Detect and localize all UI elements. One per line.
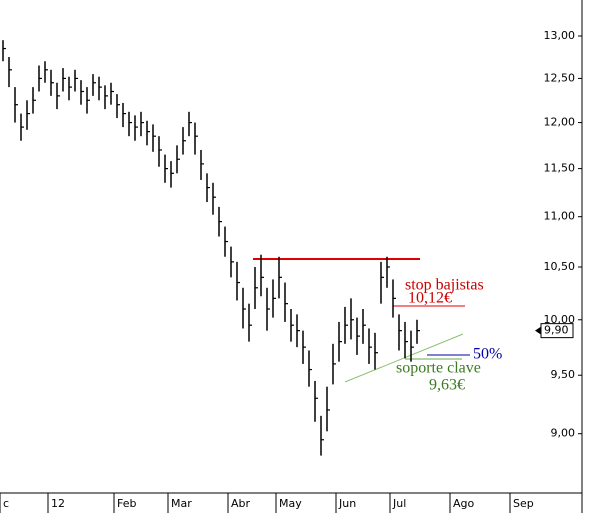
y-tick-label: 9,00 bbox=[551, 427, 576, 440]
last-price-label: 9,90 bbox=[544, 324, 569, 337]
x-tick-label: May bbox=[279, 497, 302, 510]
x-tick-label: Sep bbox=[513, 497, 534, 510]
x-tick-label: Ago bbox=[453, 497, 475, 510]
y-tick-label: 10,50 bbox=[544, 260, 576, 273]
x-tick-label: Jun bbox=[338, 497, 356, 510]
annotation: 10,12€ bbox=[408, 290, 452, 307]
x-tick-label: c bbox=[3, 497, 9, 510]
y-tick-label: 9,50 bbox=[551, 368, 576, 381]
annotation: stop bajistas bbox=[405, 277, 484, 294]
y-tick-label: 12,50 bbox=[544, 71, 576, 84]
x-tick-label: Jul bbox=[392, 497, 406, 510]
annotation: 50% bbox=[473, 346, 502, 363]
y-tick-label: 11,50 bbox=[544, 162, 576, 175]
y-tick-label: 10,00 bbox=[544, 313, 576, 326]
annotation: soporte clave bbox=[396, 360, 481, 377]
y-tick-label: 12,00 bbox=[544, 116, 576, 129]
trend-line bbox=[344, 333, 464, 383]
last-price-arrow bbox=[535, 326, 541, 335]
x-tick-label: 12 bbox=[51, 497, 65, 510]
y-tick-label: 11,00 bbox=[544, 210, 576, 223]
annotation: 9,63€ bbox=[429, 377, 465, 394]
x-tick-label: Abr bbox=[231, 497, 251, 510]
x-tick-label: Feb bbox=[117, 497, 136, 510]
y-tick-label: 13,00 bbox=[544, 29, 576, 42]
x-tick-label: Mar bbox=[171, 497, 192, 510]
